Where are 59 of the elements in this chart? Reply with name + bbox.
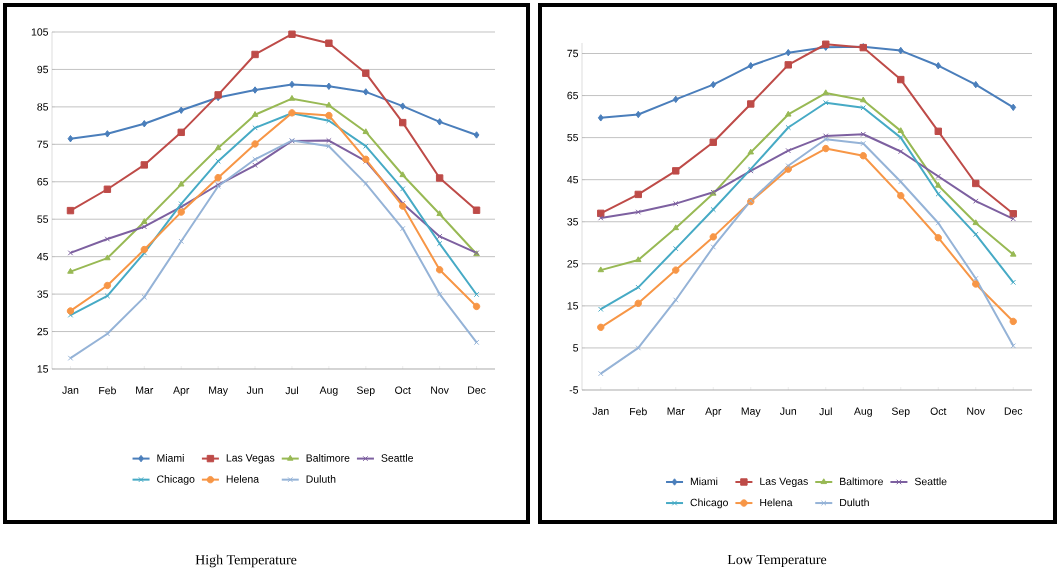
x-tick-label: Apr	[705, 407, 722, 417]
y-tick-label: 25	[567, 260, 579, 268]
y-tick-label: 55	[567, 133, 579, 142]
x-tick-label: Nov	[967, 407, 986, 415]
x-tick-label: Nov	[431, 386, 449, 394]
text: High Temperature	[195, 554, 297, 568]
x-tick-label: Feb	[99, 386, 116, 395]
x-tick-label: Jul	[285, 386, 298, 395]
legend-label: Duluth	[840, 498, 869, 507]
x-tick-label: Dec	[468, 386, 486, 394]
legend-label: Chicago	[690, 498, 728, 509]
legend-label: Seattle	[914, 477, 947, 486]
x-tick-label: Feb	[630, 407, 647, 416]
legend-label: Las Vegas	[760, 477, 808, 488]
y-tick-label: 45	[37, 253, 49, 261]
legend-label: Helena	[226, 475, 260, 483]
legend-label: Miami	[690, 477, 718, 486]
y-tick-label: 85	[37, 103, 49, 111]
x-tick-label: Jun	[246, 386, 263, 394]
x-tick-label: May	[741, 407, 761, 417]
legend-label: Miami	[157, 454, 184, 462]
legend-label: Duluth	[306, 475, 336, 483]
y-tick-label: 95	[37, 65, 49, 74]
y-tick-label: 35	[37, 290, 49, 298]
x-tick-label: Jul	[819, 407, 832, 416]
x-tick-label: Aug	[853, 407, 872, 417]
y-tick-label: 75	[567, 49, 579, 58]
y-tick-label: -5	[569, 386, 579, 394]
x-tick-label: Mar	[667, 407, 685, 415]
y-tick-label: 25	[37, 327, 49, 336]
x-tick-label: Jan	[592, 407, 609, 415]
x-tick-label: Mar	[136, 386, 154, 394]
x-tick-label: Oct	[930, 407, 947, 415]
legend-label: Las Vegas	[226, 454, 275, 464]
x-tick-label: Sep	[891, 407, 910, 417]
legend-label: Helena	[760, 498, 793, 507]
x-tick-label: Apr	[173, 386, 190, 396]
y-tick-label: 105	[31, 28, 49, 36]
x-tick-label: Aug	[319, 386, 338, 396]
x-tick-label: Jun	[779, 407, 797, 415]
legend-label: Seattle	[381, 454, 414, 462]
legend-label: Baltimore	[840, 477, 883, 486]
text: Low Temperature	[727, 554, 827, 568]
x-tick-label: Sep	[356, 386, 375, 396]
x-tick-label: Jan	[62, 386, 79, 394]
y-tick-label: 15	[37, 365, 49, 373]
y-tick-label: 15	[567, 302, 579, 310]
legend-label: Chicago	[157, 475, 195, 485]
legend-label: Baltimore	[306, 454, 350, 462]
y-tick-label: 35	[567, 218, 579, 226]
y-tick-label: 75	[37, 140, 49, 148]
x-tick-label: Oct	[395, 386, 411, 394]
y-tick-label: 65	[567, 91, 579, 100]
y-tick-label: 65	[37, 178, 49, 186]
x-tick-label: Dec	[1004, 407, 1023, 415]
y-tick-label: 55	[37, 215, 49, 223]
y-tick-label: 45	[567, 176, 579, 184]
y-tick-label: 5	[573, 344, 579, 352]
x-tick-label: May	[209, 386, 228, 396]
